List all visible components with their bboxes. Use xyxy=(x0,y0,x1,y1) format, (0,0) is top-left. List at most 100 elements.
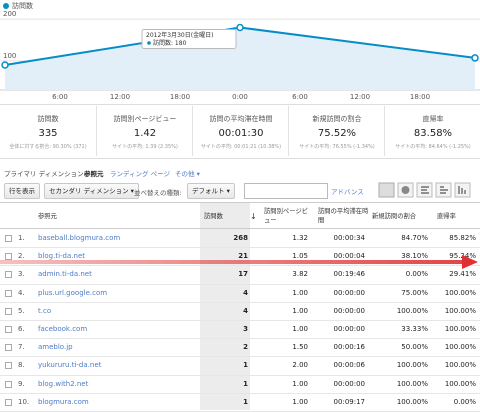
column-header[interactable]: 訪問の平均滞在時間 xyxy=(318,208,369,224)
row-rank: 10. xyxy=(18,397,30,406)
row-cell: 4 xyxy=(243,288,248,297)
row-cell: 38.10% xyxy=(401,252,428,261)
column-header[interactable]: 直帰率 xyxy=(437,213,456,220)
view-icon[interactable] xyxy=(378,182,395,198)
row-cell: 00:00:00 xyxy=(333,379,365,388)
arrow-shaft xyxy=(0,260,464,264)
column-header[interactable]: 参照元 xyxy=(38,213,57,220)
metric: 訪問の平均滞在時間 00:01:30 サイトの平均: 00:01:21 (10.38… xyxy=(192,106,289,156)
row-cell: 3 xyxy=(243,325,248,333)
row-cell: 1.50 xyxy=(292,343,308,352)
row-cell: 0.00% xyxy=(453,397,476,406)
column-header[interactable]: 訪問別ページビュー xyxy=(264,208,308,224)
row-source[interactable]: t.co xyxy=(38,306,52,315)
row-cell: 100.00% xyxy=(396,379,428,388)
metric: 訪問数 335 全体に対する割合: 90.30% (371) xyxy=(0,106,96,156)
sort-button[interactable]: デフォルト ▾ xyxy=(187,183,235,199)
row-checkbox[interactable] xyxy=(5,326,12,333)
metric-sub: サイトの平均: 84.64% (-1.25%) xyxy=(395,144,471,150)
dimension-link[interactable]: その他 ▾ xyxy=(175,170,200,178)
row-cell: 00:19:46 xyxy=(333,270,365,279)
row-rank: 9. xyxy=(18,379,25,388)
column-header[interactable]: 新規訪問の割合 xyxy=(372,213,417,220)
row-cell: 100.00% xyxy=(444,343,476,352)
row-cell: 100.00% xyxy=(396,306,428,315)
row-cell: 29.41% xyxy=(449,270,476,279)
row-source[interactable]: blogmura.com xyxy=(38,397,89,406)
icon-glyph xyxy=(401,186,410,194)
row-border xyxy=(0,320,480,321)
row-cell: 00:00:00 xyxy=(333,288,365,297)
row-cell: 100.00% xyxy=(396,361,428,370)
advanced-link[interactable]: アドバンス xyxy=(331,188,364,196)
row-checkbox[interactable] xyxy=(5,362,12,370)
dimension-link[interactable]: ランディング ページ xyxy=(110,170,170,178)
header-bottom-border xyxy=(0,228,480,229)
metrics-top-border xyxy=(0,104,480,105)
x-tick-label: 12:00 xyxy=(110,93,130,101)
tooltip-box xyxy=(141,29,237,49)
row-source[interactable]: admin.ti-da.net xyxy=(38,270,92,279)
row-cell: 4 xyxy=(243,306,248,315)
rows-button[interactable]: 行を表示 xyxy=(4,183,40,199)
row-source[interactable]: plus.url.google.com xyxy=(38,288,108,297)
row-rank: 6. xyxy=(18,325,25,333)
metric: 直帰率 83.58% サイトの平均: 84.64% (-1.25%) xyxy=(384,106,480,156)
row-source[interactable]: ameblo.jp xyxy=(38,343,73,352)
row-cell: 21 xyxy=(238,252,248,261)
area xyxy=(5,27,475,90)
row-source[interactable]: facebook.com xyxy=(38,325,88,333)
tooltip-text: 訪問数: 180 xyxy=(153,39,187,47)
row-cell: 268 xyxy=(233,234,248,242)
row-cell: 100.00% xyxy=(444,379,476,388)
row-checkbox[interactable] xyxy=(5,235,12,242)
x-tick-label: 0:00 xyxy=(232,93,248,101)
metric-sub: 全体に対する割合: 90.30% (371) xyxy=(9,144,87,150)
row-border xyxy=(0,356,480,358)
red-arrow xyxy=(0,255,478,269)
row-source[interactable]: baseball.blogmura.com xyxy=(38,234,121,242)
row-cell: 85.82% xyxy=(449,234,476,242)
row-border xyxy=(0,283,480,285)
arrow-head xyxy=(462,255,478,269)
row-checkbox[interactable] xyxy=(5,253,12,261)
row-checkbox[interactable] xyxy=(5,398,12,406)
point xyxy=(471,54,479,62)
row-cell: 100.00% xyxy=(444,361,476,370)
tooltip-swatch xyxy=(147,41,151,45)
secondary-dimension-button[interactable]: セカンダリ ディメンション ▾ xyxy=(44,183,139,199)
metric-value: 00:01:30 xyxy=(218,128,264,139)
row-checkbox[interactable] xyxy=(5,380,12,388)
row-border xyxy=(0,301,480,303)
metric-value: 1.42 xyxy=(133,128,157,139)
column-header[interactable]: ↓ xyxy=(250,212,257,221)
search-box[interactable] xyxy=(244,183,328,199)
row-checkbox[interactable] xyxy=(5,307,12,315)
column-header[interactable]: 訪問数 xyxy=(204,213,223,220)
legend-label: 訪問数 xyxy=(12,1,33,10)
row-checkbox[interactable] xyxy=(5,271,12,279)
row-cell: 1.00 xyxy=(292,379,308,388)
row-source[interactable]: blog.with2.net xyxy=(38,379,89,388)
row-source[interactable]: yukururu.ti-da.net xyxy=(38,361,102,370)
row-cell: 33.33% xyxy=(401,325,428,333)
row-rank: 8. xyxy=(18,361,25,370)
row-checkbox[interactable] xyxy=(5,289,12,297)
row-rank: 2. xyxy=(18,252,25,261)
view-icons xyxy=(378,182,471,198)
row-cell: 1.00 xyxy=(292,397,308,406)
y-tick-label: 200 xyxy=(3,10,16,18)
row-checkbox[interactable] xyxy=(5,344,12,352)
row-cell: 3.82 xyxy=(292,270,308,279)
row-source[interactable]: blog.ti-da.net xyxy=(38,252,86,261)
row-cell: 100.00% xyxy=(444,306,476,315)
row-border xyxy=(0,265,480,267)
row-rank: 1. xyxy=(18,234,25,242)
metric-label: 訪問別ページビュー xyxy=(113,115,177,123)
row-rank: 4. xyxy=(18,288,25,297)
row-cell: 2.00 xyxy=(292,361,308,370)
x-tick-label: 6:00 xyxy=(52,93,68,101)
row-cell: 2 xyxy=(243,343,248,352)
metric-label: 訪問数 xyxy=(37,115,59,123)
row-cell: 00:00:16 xyxy=(333,343,365,352)
